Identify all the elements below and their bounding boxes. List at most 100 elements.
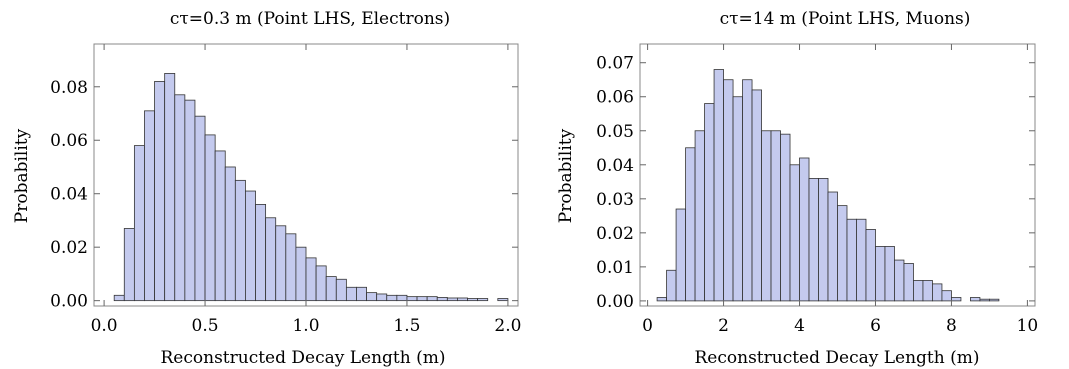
x-tick-label: 10 — [1017, 316, 1039, 336]
y-tick-label: 0.06 — [596, 88, 634, 108]
histogram-bar — [366, 292, 378, 302]
histogram-bar — [295, 246, 307, 302]
x-tick-label: 0.5 — [192, 316, 219, 336]
y-tick-label: 0.08 — [50, 78, 88, 98]
histogram-bar — [335, 278, 347, 302]
histogram-bar — [133, 145, 145, 302]
histogram-bar — [345, 286, 357, 302]
histogram-bar — [204, 134, 216, 302]
histogram-bar — [356, 286, 367, 302]
histogram-bar — [894, 259, 905, 302]
histogram-bar — [846, 218, 857, 302]
histogram-bar — [184, 99, 196, 302]
histogram-bar — [884, 246, 895, 302]
histogram-bar — [315, 265, 327, 302]
histogram-bar — [325, 276, 337, 302]
plot-area: 0 2 4 6 8 10 0.00 0.01 0.02 0.03 0.04 0.05 0.06 0.07 — [596, 43, 1039, 336]
histogram-bar — [477, 298, 489, 302]
y-tick-label: 0.04 — [596, 156, 634, 176]
histogram-bar — [780, 133, 791, 302]
histogram-bar — [903, 263, 914, 302]
y-tick-label: 0.02 — [596, 224, 634, 244]
histogram-bar — [386, 294, 398, 302]
histogram-bar — [497, 298, 509, 302]
histogram-bar — [875, 246, 886, 302]
histogram-bar — [234, 179, 246, 302]
histogram-bar — [285, 233, 297, 302]
y-tick-label: 0.00 — [50, 292, 88, 312]
histogram-bar — [113, 294, 125, 302]
histogram-bar — [154, 81, 166, 302]
histogram-bar — [123, 228, 135, 302]
histogram-bar — [742, 79, 753, 302]
histogram-bar — [255, 204, 267, 302]
histogram-bar — [426, 296, 438, 302]
y-tick-label: 0.07 — [596, 54, 634, 74]
histogram-bar — [799, 157, 810, 302]
histogram-bar — [164, 73, 176, 302]
chart-title: cτ=0.3 m (Point LHS, Electrons) — [170, 9, 450, 29]
histogram-bar — [446, 297, 458, 302]
histogram-bar — [751, 89, 762, 302]
histogram-bar — [685, 147, 696, 302]
histogram-bar — [224, 166, 236, 302]
x-tick-label: 1.5 — [393, 316, 420, 336]
y-tick-label: 0.03 — [596, 190, 634, 210]
histogram-bar — [174, 94, 186, 302]
histogram-bar — [666, 269, 677, 302]
y-tick-label: 0.01 — [596, 258, 634, 278]
histogram-bar — [416, 296, 428, 302]
chart-title: cτ=14 m (Point LHS, Muons) — [720, 9, 971, 29]
histogram-bar — [436, 297, 448, 302]
histogram-bar — [808, 178, 819, 302]
y-tick-label: 0.02 — [50, 238, 88, 258]
histogram-bar — [305, 257, 317, 302]
histogram-bar — [275, 225, 287, 302]
y-tick-label: 0.06 — [50, 131, 88, 151]
histogram-bar — [856, 218, 867, 302]
histogram-bar — [932, 283, 943, 302]
y-tick-label: 0.00 — [596, 292, 634, 312]
histogram-bar — [656, 297, 667, 302]
histogram-bar — [827, 191, 838, 302]
histogram-bar — [406, 296, 418, 302]
x-tick-label: 6 — [870, 316, 881, 336]
histogram-bar — [214, 150, 226, 302]
histogram-bar — [979, 298, 990, 302]
chart-electrons: cτ=0.3 m (Point LHS, Electrons) Reconstr… — [12, 9, 521, 368]
histogram-bar — [789, 164, 800, 302]
histogram-bar — [761, 130, 772, 302]
histogram-bar — [694, 130, 705, 302]
histogram-bar — [265, 217, 277, 302]
y-tick-label: 0.04 — [50, 185, 88, 205]
x-tick-label: 4 — [794, 316, 805, 336]
plot-frame — [639, 43, 1036, 307]
histogram-bar — [376, 293, 388, 302]
histogram-bar — [194, 115, 206, 302]
histogram-bar — [704, 103, 715, 302]
histogram-bar — [770, 130, 781, 302]
histogram-bar — [713, 69, 724, 302]
histogram-bar — [245, 190, 256, 302]
plot-area: 0.0 0.5 1.0 1.5 2.0 0.00 0.02 0.04 0.06 0.08 — [50, 43, 521, 336]
histogram-bar — [144, 110, 155, 302]
x-tick-label: 2 — [718, 316, 729, 336]
x-tick-label: 1.0 — [292, 316, 319, 336]
histogram-bar — [675, 208, 686, 302]
y-axis-label: Probability — [12, 128, 32, 223]
histogram-bar — [837, 205, 848, 302]
histogram-bar — [457, 297, 468, 302]
chart-muons: cτ=14 m (Point LHS, Muons) Reconstructed… — [556, 9, 1038, 368]
y-axis-label: Probability — [556, 128, 576, 223]
histogram-bar — [989, 298, 1000, 302]
x-tick-label: 0 — [642, 316, 653, 336]
histogram-bar — [396, 294, 408, 302]
histogram-bar — [913, 280, 924, 302]
y-tick-label: 0.05 — [596, 122, 634, 142]
histogram-bar — [732, 96, 743, 302]
x-axis-label: Reconstructed Decay Length (m) — [695, 348, 980, 368]
x-tick-label: 2.0 — [494, 316, 521, 336]
x-tick-label: 8 — [946, 316, 957, 336]
histogram-bar — [818, 178, 829, 302]
